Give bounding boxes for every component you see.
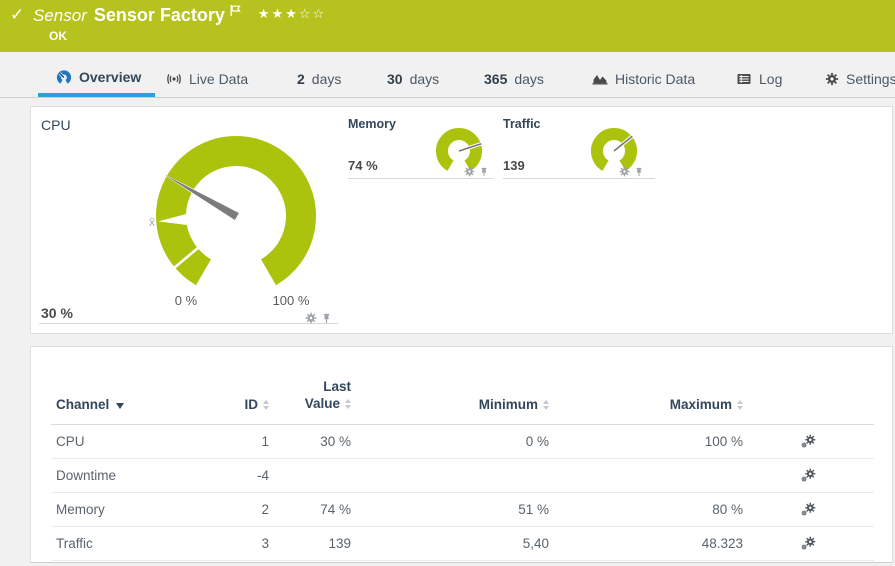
tab-overview[interactable]: Overview — [38, 60, 156, 97]
page-title: Sensor Factory — [93, 5, 225, 25]
channel-minimum: 5,40 — [522, 536, 549, 551]
channel-last-value: 30 % — [320, 434, 351, 449]
sort-icon — [543, 399, 549, 410]
priority-stars[interactable]: ★★★☆☆ — [257, 5, 327, 21]
tab-label: Overview — [79, 68, 142, 85]
tab-label: days — [409, 70, 440, 87]
col-header-channel[interactable]: Channel — [51, 397, 211, 412]
channels-panel: Channel ID Last Value Minimum Maximum — [30, 346, 893, 563]
object-kind-label: Sensor — [33, 5, 87, 25]
gauge-settings-gear-icon[interactable] — [464, 166, 475, 177]
channel-id: 3 — [261, 536, 269, 551]
tab-number: 30 — [387, 70, 403, 87]
channel-minimum: 0 % — [525, 434, 549, 449]
memory-block-divider — [348, 178, 493, 179]
sort-icon — [737, 399, 743, 410]
table-row-downtime: Downtime -4 — [51, 459, 874, 493]
memory-last-value: 74 % — [348, 158, 378, 173]
cpu-scale-min: 0 % — [174, 293, 198, 308]
table-row-memory: Memory 2 74 % 51 % 80 % — [51, 493, 874, 527]
channel-id: 2 — [261, 502, 269, 517]
channel-id: -4 — [256, 468, 269, 483]
gauges-panel: CPU x̄ 0 % 100 % 30 % Memory — [30, 106, 893, 334]
pin-icon[interactable] — [634, 167, 644, 177]
pin-icon[interactable] — [321, 313, 332, 324]
sort-icon — [263, 399, 269, 410]
tab-label: days — [311, 70, 342, 87]
col-header-id[interactable]: ID — [211, 397, 269, 412]
tab-2-days[interactable]: 2 days — [297, 60, 341, 97]
status-text: OK — [49, 29, 67, 43]
gauge-icon — [56, 69, 72, 84]
channel-minimum: 51 % — [518, 502, 549, 517]
tab-live-data[interactable]: Live Data — [166, 60, 248, 97]
memory-gauge-needle — [458, 141, 483, 153]
traffic-gauge-needle — [612, 134, 635, 153]
average-marker-notch — [158, 213, 189, 226]
tab-historic-data[interactable]: Historic Data — [592, 60, 695, 97]
tab-label: Log — [759, 70, 783, 87]
memory-gauge-title: Memory — [348, 117, 396, 131]
traffic-block-divider — [503, 178, 655, 179]
col-header-minimum[interactable]: Minimum — [351, 397, 549, 412]
channel-settings-icon[interactable] — [800, 434, 817, 449]
historic-chart-icon — [592, 75, 608, 85]
cpu-last-value: 30 % — [41, 305, 73, 321]
sort-icon — [345, 398, 351, 409]
channel-settings-icon[interactable] — [800, 536, 817, 551]
cpu-gauge: x̄ — [149, 136, 316, 286]
tab-365-days[interactable]: 365 days — [484, 60, 544, 97]
status-check-icon: ✓ — [10, 5, 25, 24]
tab-label: days — [514, 70, 544, 87]
channel-name: Traffic — [56, 536, 93, 551]
col-header-maximum[interactable]: Maximum — [549, 397, 743, 412]
channel-name: Downtime — [56, 468, 117, 483]
channel-name: Memory — [56, 502, 105, 517]
tab-log[interactable]: Log — [736, 60, 782, 97]
channel-maximum: 80 % — [712, 502, 743, 517]
tab-30-days[interactable]: 30 days — [387, 60, 439, 97]
tab-label: Live Data — [189, 70, 249, 87]
sort-desc-icon — [116, 403, 125, 409]
priority-flag-icon[interactable] — [229, 4, 242, 17]
limit-marker — [171, 245, 201, 271]
traffic-gauge — [591, 128, 637, 171]
cpu-gauge-title: CPU — [41, 117, 71, 133]
table-row-cpu: CPU 1 30 % 0 % 100 % — [51, 425, 874, 459]
cpu-block-divider — [39, 323, 338, 324]
channel-settings-icon[interactable] — [800, 502, 817, 517]
channel-id: 1 — [261, 434, 269, 449]
tab-number: 2 — [297, 70, 305, 87]
cpu-gauge-needle — [160, 172, 240, 222]
channel-maximum: 48.323 — [701, 536, 743, 551]
average-marker-label: x̄ — [149, 215, 155, 229]
col-header-last-value[interactable]: Last Value — [304, 379, 351, 411]
channel-maximum: 100 % — [704, 434, 743, 449]
channel-table: Channel ID Last Value Minimum Maximum — [51, 347, 874, 561]
channel-last-value: 139 — [328, 536, 351, 551]
tab-label: Settings — [846, 70, 895, 87]
tab-label: Historic Data — [615, 70, 696, 87]
memory-gauge — [436, 128, 483, 171]
traffic-last-value: 139 — [503, 158, 525, 173]
sensor-tab-bar: Overview Live Data 2 days 30 days 365 da… — [0, 60, 895, 98]
tab-settings[interactable]: Settings — [825, 60, 895, 97]
channel-table-header: Channel ID Last Value Minimum Maximum — [51, 347, 874, 425]
table-row-traffic: Traffic 3 139 5,40 48.323 — [51, 527, 874, 561]
live-data-icon — [167, 73, 181, 84]
gauge-settings-gear-icon[interactable] — [619, 166, 630, 177]
log-list-icon — [737, 73, 751, 84]
sensor-header: ✓ Sensor Sensor Factory ★★★☆☆ OK — [0, 0, 895, 52]
channel-last-value: 74 % — [320, 502, 351, 517]
pin-icon[interactable] — [479, 167, 489, 177]
channel-settings-icon[interactable] — [800, 468, 817, 483]
traffic-gauge-title: Traffic — [503, 117, 541, 131]
cpu-scale-max: 100 % — [272, 293, 310, 308]
gear-icon — [825, 72, 839, 86]
tab-number: 365 — [484, 70, 508, 87]
channel-name: CPU — [56, 434, 85, 449]
